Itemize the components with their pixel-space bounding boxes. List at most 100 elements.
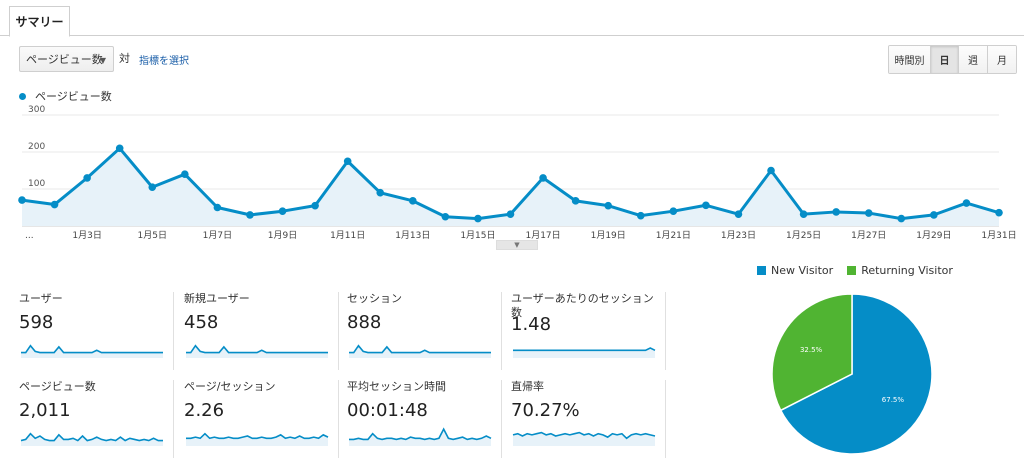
data-point[interactable] bbox=[930, 211, 938, 219]
data-point[interactable] bbox=[18, 196, 26, 204]
period-day-button[interactable]: 日 bbox=[931, 46, 959, 73]
pie-slice[interactable] bbox=[779, 293, 933, 455]
y-tick-label: 200 bbox=[28, 142, 45, 152]
x-tick-label: 1月23日 bbox=[721, 230, 756, 241]
chevron-down-icon: ▼ bbox=[99, 56, 106, 65]
data-point[interactable] bbox=[278, 207, 287, 215]
metric-tile[interactable]: 新規ユーザー 458 bbox=[184, 292, 339, 372]
data-point[interactable] bbox=[962, 199, 971, 207]
sparkline-line bbox=[21, 344, 163, 354]
period-month-button[interactable]: 月 bbox=[988, 46, 1016, 73]
x-tick-label: 1月15日 bbox=[460, 230, 495, 241]
metric-sparkline bbox=[21, 344, 163, 358]
metric-divider bbox=[338, 380, 339, 458]
metric-value: 888 bbox=[347, 312, 382, 333]
sparkline-line bbox=[512, 431, 656, 440]
metric-value: 2,011 bbox=[19, 400, 71, 421]
x-tick-label: 1月7日 bbox=[203, 230, 232, 241]
metric-value: 00:01:48 bbox=[347, 400, 428, 421]
legend-new-visitor: New Visitor bbox=[771, 264, 834, 277]
pie-slice[interactable] bbox=[771, 293, 853, 412]
data-point[interactable] bbox=[311, 201, 319, 210]
metric-divider bbox=[665, 380, 666, 458]
tab-bar: サマリー bbox=[0, 0, 1024, 37]
data-point[interactable] bbox=[636, 211, 645, 220]
metric-value: 598 bbox=[19, 312, 54, 333]
data-point[interactable] bbox=[832, 208, 840, 216]
metric-tile[interactable]: ページ/セッション 2.26 bbox=[184, 380, 339, 460]
series-area bbox=[22, 148, 999, 226]
data-point[interactable] bbox=[409, 197, 417, 205]
tab-summary[interactable]: サマリー bbox=[9, 6, 70, 37]
metric-sparkline bbox=[349, 427, 492, 446]
data-point[interactable] bbox=[474, 214, 482, 223]
x-tick-label: 1月27日 bbox=[851, 230, 886, 241]
data-point[interactable] bbox=[897, 214, 906, 223]
metric-select[interactable]: ページビュー数 ▼ bbox=[19, 46, 114, 72]
data-point[interactable] bbox=[441, 212, 450, 221]
pie-legend: New Visitor Returning Visitor bbox=[757, 264, 953, 277]
metric-tile[interactable]: 平均セッション時間 00:01:48 bbox=[347, 380, 502, 460]
data-point[interactable] bbox=[148, 183, 157, 191]
sparkline-area bbox=[186, 345, 328, 358]
legend-swatch bbox=[847, 266, 857, 275]
data-point[interactable] bbox=[702, 201, 710, 210]
metric-label: 平均セッション時間 bbox=[347, 380, 446, 393]
metric-tile[interactable]: ユーザーあたりのセッション数 1.48 bbox=[511, 292, 666, 372]
data-point[interactable] bbox=[376, 188, 385, 197]
data-point[interactable] bbox=[181, 170, 189, 178]
data-point[interactable] bbox=[539, 174, 547, 182]
data-point[interactable] bbox=[734, 210, 743, 218]
visitor-pie-chart: 67.5% 32.5% bbox=[771, 293, 933, 455]
x-tick-label: 1月5日 bbox=[138, 230, 167, 241]
choose-metric-link[interactable]: 指標を選択 bbox=[139, 56, 189, 67]
chart-legend: ページビュー数 bbox=[19, 88, 112, 104]
y-tick-label: 300 bbox=[28, 105, 45, 115]
data-point[interactable] bbox=[864, 209, 873, 217]
x-tick-label: 1月21日 bbox=[656, 230, 691, 241]
metric-value: 70.27% bbox=[511, 400, 580, 421]
metric-label: 新規ユーザー bbox=[184, 292, 250, 305]
chart-expand-handle[interactable]: ▼ bbox=[496, 240, 538, 250]
y-tick-label: 100 bbox=[28, 179, 45, 189]
data-point[interactable] bbox=[213, 203, 222, 212]
pie-slice-label: 67.5% bbox=[882, 396, 905, 404]
metric-sparkline bbox=[512, 431, 656, 446]
metric-divider bbox=[338, 292, 339, 370]
metric-tile[interactable]: ユーザー 598 bbox=[19, 292, 174, 372]
legend-returning-visitor: Returning Visitor bbox=[861, 264, 953, 277]
sparkline-area bbox=[186, 433, 328, 446]
data-point[interactable] bbox=[83, 174, 91, 182]
data-point[interactable] bbox=[669, 207, 678, 215]
sparkline-area bbox=[513, 432, 655, 446]
data-point[interactable] bbox=[571, 197, 580, 205]
metric-sparkline bbox=[20, 432, 163, 446]
metric-sparkline bbox=[349, 344, 491, 358]
period-hourly-button[interactable]: 時間別 bbox=[889, 46, 931, 73]
data-point[interactable] bbox=[506, 210, 515, 218]
metric-divider bbox=[665, 292, 666, 370]
data-point[interactable] bbox=[50, 200, 59, 209]
data-point[interactable] bbox=[343, 157, 352, 166]
x-tick-label: 1月29日 bbox=[916, 230, 951, 241]
sparkline-area bbox=[349, 429, 491, 446]
metric-label: ページ/セッション bbox=[184, 380, 276, 393]
data-point[interactable] bbox=[604, 201, 612, 210]
pie-slice-label: 32.5% bbox=[800, 346, 823, 354]
metric-tile[interactable]: セッション 888 bbox=[347, 292, 502, 372]
x-tick-label: 1月17日 bbox=[525, 230, 560, 241]
metric-tile[interactable]: ページビュー数 2,011 bbox=[19, 380, 174, 460]
data-point[interactable] bbox=[246, 211, 254, 219]
x-tick-label: 1月25日 bbox=[786, 230, 821, 241]
metric-sparkline bbox=[513, 347, 656, 358]
period-week-button[interactable]: 週 bbox=[959, 46, 988, 73]
data-point[interactable] bbox=[995, 208, 1003, 217]
sparkline-line bbox=[349, 344, 491, 354]
data-point[interactable] bbox=[799, 210, 808, 218]
metric-tile[interactable]: 直帰率 70.27% bbox=[511, 380, 666, 460]
data-point[interactable] bbox=[115, 144, 124, 153]
data-point[interactable] bbox=[767, 166, 775, 175]
x-tick-label: 1月11日 bbox=[330, 230, 365, 241]
metric-value: 1.48 bbox=[511, 314, 552, 335]
metric-label: ユーザーあたりのセッション数 bbox=[511, 292, 654, 319]
